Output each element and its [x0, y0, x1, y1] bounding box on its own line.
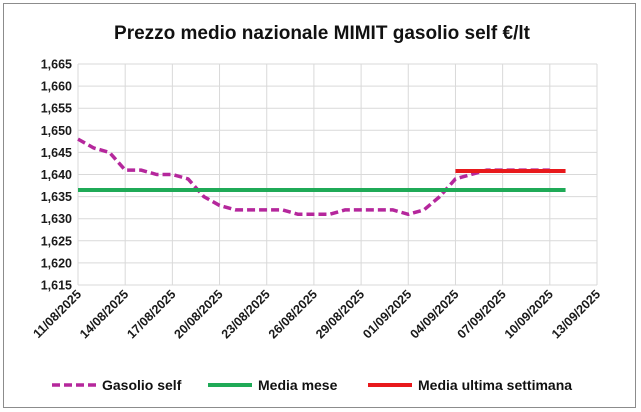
y-tick-label: 1,665 [41, 58, 72, 72]
y-tick-label: 1,640 [41, 168, 72, 182]
chart: Prezzo medio nazionale MIMIT gasolio sel… [30, 23, 603, 393]
y-tick-label: 1,620 [41, 256, 72, 270]
series-line-gasolio-self [77, 137, 550, 217]
x-tick-label: 04/09/2025 [407, 287, 461, 341]
y-tick-label: 1,635 [41, 190, 72, 204]
legend: Gasolio self Media mese Media ultima setti… [52, 377, 572, 393]
y-tick-label: 1,615 [41, 279, 72, 293]
x-tick-label: 11/08/2025 [30, 287, 84, 341]
x-axis-ticks: 11/08/202514/08/202517/08/202520/08/2025… [30, 287, 603, 341]
x-tick-label: 20/08/2025 [172, 287, 226, 341]
y-axis-ticks: 1,615 1,620 1,625 1,630 1,635 1,640 1,645 1,650… [41, 58, 72, 293]
y-tick-label: 1,660 [41, 80, 72, 94]
x-tick-label: 17/08/2025 [124, 287, 178, 341]
legend-label: Gasolio self [102, 377, 182, 393]
x-tick-label: 01/09/2025 [360, 287, 414, 341]
x-tick-label: 14/08/2025 [77, 287, 131, 341]
y-tick-label: 1,625 [41, 234, 72, 248]
y-tick-label: 1,630 [41, 212, 72, 226]
series-lines [77, 137, 566, 217]
legend-label: Media ultima settimana [418, 377, 572, 393]
x-tick-label: 29/08/2025 [313, 287, 367, 341]
legend-label: Media mese [258, 377, 338, 393]
chart-title: Prezzo medio nazionale MIMIT gasolio sel… [114, 23, 531, 44]
x-tick-label: 07/09/2025 [455, 287, 509, 341]
y-tick-label: 1,645 [41, 146, 72, 160]
chart-frame: Prezzo medio nazionale MIMIT gasolio sel… [3, 3, 636, 408]
x-tick-label: 10/09/2025 [502, 287, 556, 341]
x-tick-label: 26/08/2025 [266, 287, 320, 341]
y-tick-label: 1,655 [41, 102, 72, 116]
x-tick-label: 13/09/2025 [549, 287, 603, 341]
y-tick-label: 1,650 [41, 124, 72, 138]
x-tick-label: 23/08/2025 [219, 287, 273, 341]
